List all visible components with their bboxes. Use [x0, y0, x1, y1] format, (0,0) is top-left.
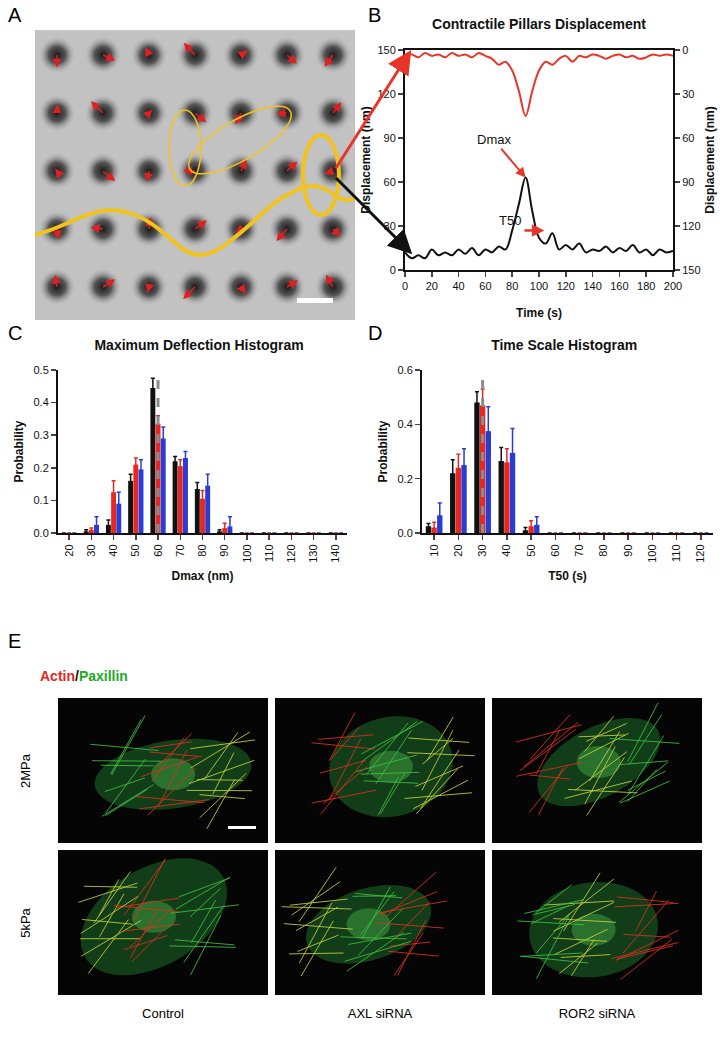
svg-text:100: 100 — [646, 544, 658, 562]
html-text:Actin / Paxillin: Actin / Paxillin — [40, 668, 128, 684]
svg-text:Probability: Probability — [376, 420, 390, 482]
svg-text:120: 120 — [285, 544, 297, 562]
svg-text:100: 100 — [241, 544, 253, 562]
svg-text:40: 40 — [452, 280, 464, 292]
svg-text:110: 110 — [670, 544, 682, 562]
html-text:2MPa: 2MPa — [18, 753, 33, 788]
svg-text:90: 90 — [622, 544, 634, 556]
html-text:B: B — [368, 4, 382, 26]
svg-text:T50: T50 — [499, 213, 521, 228]
svg-text:0.5: 0.5 — [34, 364, 49, 376]
svg-text:60: 60 — [152, 544, 164, 556]
svg-text:50: 50 — [525, 544, 537, 556]
html-text:AXL siRNA: AXL siRNA — [347, 1006, 413, 1021]
svg-text:Dmax (nm): Dmax (nm) — [171, 569, 233, 583]
svg-text:30: 30 — [682, 88, 694, 100]
svg-text:0: 0 — [682, 44, 688, 56]
svg-text:60: 60 — [682, 132, 694, 144]
svg-text:Displacement (nm): Displacement (nm) — [703, 106, 717, 213]
svg-text:140: 140 — [583, 280, 601, 292]
html-text:5kPa: 5kPa — [18, 907, 33, 938]
svg-text:50: 50 — [129, 544, 141, 556]
svg-text:0.0: 0.0 — [34, 527, 49, 539]
svg-text:60: 60 — [479, 280, 491, 292]
svg-text:Displacement (nm): Displacement (nm) — [359, 106, 373, 213]
svg-text:120: 120 — [377, 88, 395, 100]
html-text:A: A — [8, 4, 22, 26]
svg-text:0.4: 0.4 — [34, 396, 49, 408]
svg-text:180: 180 — [637, 280, 655, 292]
svg-text:70: 70 — [573, 544, 585, 556]
svg-text:60: 60 — [384, 176, 396, 188]
svg-text:0.6: 0.6 — [398, 364, 413, 376]
svg-text:90: 90 — [218, 544, 230, 556]
svg-text:20: 20 — [426, 280, 438, 292]
svg-text:0.2: 0.2 — [34, 462, 49, 474]
svg-text:20: 20 — [63, 544, 75, 556]
svg-text:110: 110 — [263, 544, 275, 562]
svg-text:120: 120 — [682, 220, 700, 232]
svg-text:160: 160 — [610, 280, 628, 292]
svg-text:0.0: 0.0 — [398, 527, 413, 539]
svg-text:70: 70 — [174, 544, 186, 556]
svg-text:0.2: 0.2 — [398, 473, 413, 485]
svg-text:150: 150 — [377, 44, 395, 56]
svg-text:20: 20 — [452, 544, 464, 556]
svg-text:80: 80 — [506, 280, 518, 292]
svg-text:40: 40 — [107, 544, 119, 556]
html-text:Control: Control — [142, 1006, 184, 1021]
svg-text:30: 30 — [384, 220, 396, 232]
svg-text:120: 120 — [557, 280, 575, 292]
svg-text:80: 80 — [597, 544, 609, 556]
svg-text:Time (s): Time (s) — [516, 306, 562, 320]
svg-text:Probability: Probability — [12, 420, 26, 482]
svg-text:80: 80 — [196, 544, 208, 556]
svg-text:10: 10 — [428, 544, 440, 556]
svg-text:140: 140 — [329, 544, 341, 562]
svg-text:30: 30 — [85, 544, 97, 556]
html-text:E: E — [8, 630, 22, 652]
svg-text:T50 (s): T50 (s) — [548, 569, 587, 583]
svg-text:90: 90 — [384, 132, 396, 144]
svg-text:130: 130 — [307, 544, 319, 562]
svg-text:Maximum Deflection Histogram: Maximum Deflection Histogram — [94, 337, 303, 353]
html-text:ROR2 siRNA: ROR2 siRNA — [558, 1006, 636, 1021]
svg-text:100: 100 — [530, 280, 548, 292]
svg-text:Time Scale Histogram: Time Scale Histogram — [491, 337, 637, 353]
html-text:D: D — [368, 322, 383, 344]
svg-text:60: 60 — [549, 544, 561, 556]
svg-text:0.1: 0.1 — [34, 494, 49, 506]
svg-text:150: 150 — [682, 264, 700, 276]
svg-text:30: 30 — [476, 544, 488, 556]
svg-text:Contractile Pillars Displaceme: Contractile Pillars Displacement — [432, 16, 646, 32]
svg-text:Dmax: Dmax — [477, 132, 511, 147]
svg-text:0: 0 — [390, 264, 396, 276]
svg-text:90: 90 — [682, 176, 694, 188]
svg-text:120: 120 — [694, 544, 706, 562]
svg-text:0.3: 0.3 — [34, 429, 49, 441]
html-text:C: C — [8, 322, 23, 344]
svg-text:0: 0 — [402, 280, 408, 292]
svg-text:0.4: 0.4 — [398, 418, 413, 430]
svg-text:40: 40 — [500, 544, 512, 556]
svg-text:200: 200 — [664, 280, 682, 292]
